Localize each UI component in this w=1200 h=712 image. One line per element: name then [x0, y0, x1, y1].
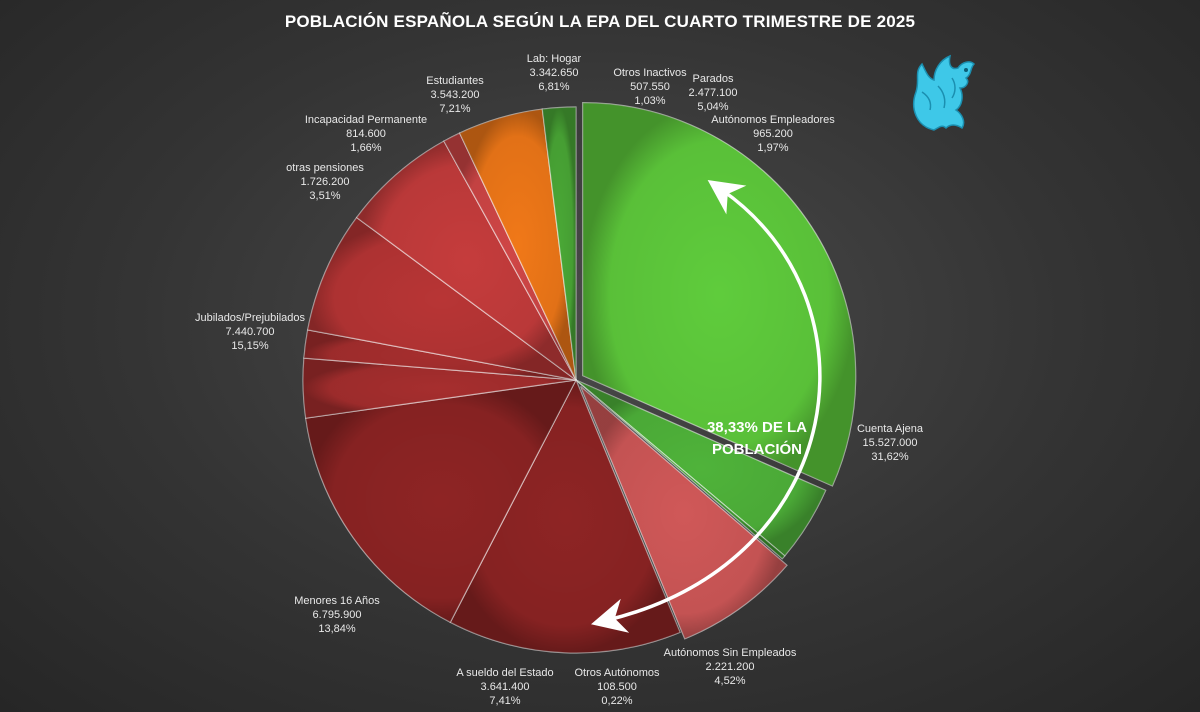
slice-label-value: 2.221.200	[706, 661, 755, 673]
slice-label-name: Estudiantes	[426, 75, 484, 87]
slice-label-value: 15.527.000	[862, 437, 917, 449]
slice-label: Incapacidad Permanente 814.600 1,66%	[305, 114, 427, 154]
slice-label-percent: 31,62%	[871, 451, 909, 463]
slice-label-name: Autónomos Sin Empleados	[664, 647, 797, 659]
slice-label: Menores 16 Años 6.795.900 13,84%	[294, 595, 380, 635]
slice-label-name: Otros Inactivos	[613, 67, 687, 79]
slice-label-percent: 0,22%	[601, 695, 632, 707]
slice-label-percent: 7,21%	[439, 103, 470, 115]
slice-label-value: 965.200	[753, 128, 793, 140]
chart-title: POBLACIÓN ESPAÑOLA SEGÚN LA EPA DEL CUAR…	[284, 12, 916, 31]
slice-label-name: A sueldo del Estado	[456, 667, 553, 679]
slice-label-value: 2.477.100	[689, 87, 738, 99]
annotation-line: 38,33% DE LA	[707, 419, 807, 436]
slice-label-percent: 5,04%	[697, 101, 728, 113]
slice-label-percent: 1,97%	[757, 142, 788, 154]
slice-label-value: 3.543.200	[431, 89, 480, 101]
slice-label-percent: 13,84%	[318, 623, 356, 635]
slice-label: Jubilados/Prejubilados 7.440.700 15,15%	[195, 312, 306, 352]
slice-label-value: 7.440.700	[226, 326, 275, 338]
annotation-text: 38,33% DE LA POBLACIÓN	[707, 419, 807, 458]
slice-label: Autónomos Sin Empleados 2.221.200 4,52%	[664, 647, 797, 687]
slice-label-name: Otros Autónomos	[575, 667, 660, 679]
slice-label-percent: 1,03%	[634, 95, 665, 107]
slice-label: Estudiantes 3.543.200 7,21%	[426, 75, 484, 115]
slice-label-name: Lab: Hogar	[527, 53, 582, 65]
annotation-line: POBLACIÓN	[712, 440, 802, 458]
slice-label-name: Jubilados/Prejubilados	[195, 312, 306, 324]
slice-label: A sueldo del Estado 3.641.400 7,41%	[456, 667, 553, 707]
slice-label-value: 3.342.650	[530, 67, 579, 79]
slice-label-percent: 1,66%	[350, 142, 381, 154]
slice-label-percent: 3,51%	[309, 190, 340, 202]
slice-label: Lab: Hogar 3.342.650 6,81%	[527, 53, 582, 93]
slice-label-percent: 7,41%	[489, 695, 520, 707]
slice-label-name: Parados	[693, 73, 734, 85]
slice-label-value: 1.726.200	[301, 176, 350, 188]
slice-label: Otros Autónomos 108.500 0,22%	[575, 667, 660, 707]
slice-label-name: Menores 16 Años	[294, 595, 380, 607]
slice-label: Otros Inactivos 507.550 1,03%	[613, 67, 687, 107]
slice-label-percent: 6,81%	[538, 81, 569, 93]
slice-label-value: 814.600	[346, 128, 386, 140]
range-arrow	[591, 179, 822, 633]
slice-label-name: Cuenta Ajena	[857, 423, 924, 435]
slice-label-value: 507.550	[630, 81, 670, 93]
slice-label: Cuenta Ajena 15.527.000 31,62%	[857, 423, 924, 463]
slice-label-value: 3.641.400	[481, 681, 530, 693]
slice-label-value: 6.795.900	[313, 609, 362, 621]
slice-label: Autónomos Empleadores 965.200 1,97%	[711, 114, 835, 154]
griffin-logo-icon	[913, 54, 976, 131]
slice-label-percent: 4,52%	[714, 675, 745, 687]
slice-label: otras pensiones 1.726.200 3,51%	[286, 162, 364, 202]
slice-label-name: Incapacidad Permanente	[305, 114, 427, 126]
slice-label-name: otras pensiones	[286, 162, 364, 174]
slice-label-percent: 15,15%	[231, 340, 269, 352]
slice-label: Parados 2.477.100 5,04%	[689, 73, 738, 113]
slice-label-value: 108.500	[597, 681, 637, 693]
slice-label-name: Autónomos Empleadores	[711, 114, 835, 126]
